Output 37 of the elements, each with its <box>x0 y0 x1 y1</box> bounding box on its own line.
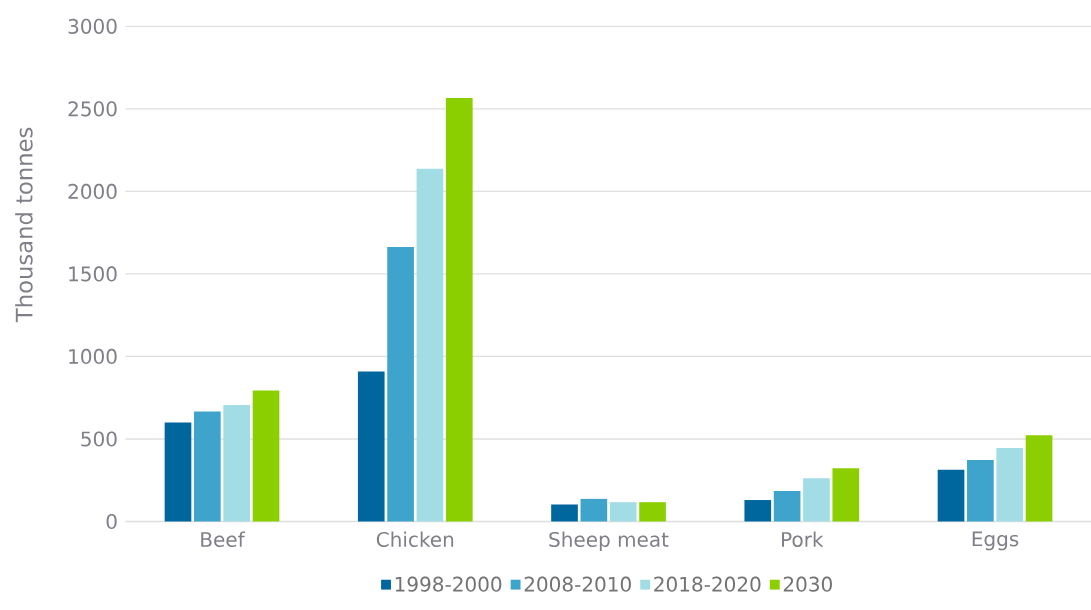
legend-label: 2018-2020 <box>654 576 761 592</box>
bar <box>1025 435 1053 522</box>
bar <box>252 390 280 522</box>
y-tick-label: 1500 <box>69 266 117 282</box>
x-tick-label: Beef <box>201 531 246 548</box>
y-axis-title: Thousand tonnes <box>15 128 33 323</box>
bar <box>580 499 608 522</box>
bar <box>639 502 666 522</box>
y-tick-label: 2500 <box>68 101 117 117</box>
bar <box>194 411 221 522</box>
legend-label: 2030 <box>783 576 832 592</box>
x-tick-label: Pork <box>782 531 824 548</box>
y-tick-label: 2000 <box>68 184 117 200</box>
x-tick-label: Sheep meat <box>549 531 669 552</box>
bar <box>609 502 637 522</box>
bar <box>937 470 965 522</box>
bar <box>803 478 830 522</box>
bar <box>387 247 414 522</box>
bar <box>996 448 1024 522</box>
y-tick-label: 1000 <box>69 349 117 365</box>
bar <box>551 504 578 522</box>
bar <box>967 460 994 522</box>
legend-label: 1998-2000 <box>395 576 502 592</box>
bar <box>832 468 860 522</box>
y-tick-label: 500 <box>81 431 117 447</box>
bar <box>744 500 772 522</box>
x-tick-label: Chicken <box>376 531 454 548</box>
bar <box>357 371 385 522</box>
bar <box>164 422 192 522</box>
bar <box>416 169 444 522</box>
bar <box>223 405 251 522</box>
legend-label: 2008-2010 <box>524 576 631 592</box>
bar <box>773 491 801 522</box>
x-tick-label: Eggs <box>972 531 1019 551</box>
y-tick-label: 0 <box>106 514 117 530</box>
y-tick-label: 3000 <box>68 19 117 35</box>
bar <box>445 98 473 522</box>
